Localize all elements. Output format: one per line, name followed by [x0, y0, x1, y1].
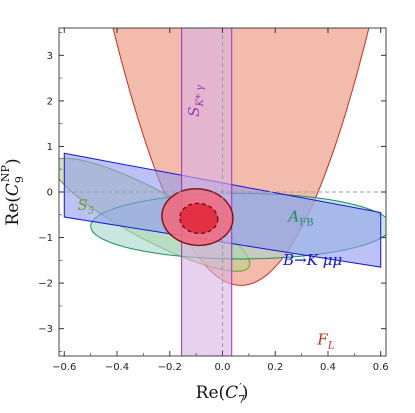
- region-label-SKstargamma-sub: K* γ: [195, 85, 206, 108]
- x-tick-label: −0.2: [158, 362, 182, 373]
- x-axis-title-prime: ′: [239, 381, 242, 394]
- y-axis-title-sup: NP: [0, 164, 12, 182]
- y-axis-title-sub: 9: [13, 176, 26, 183]
- y-tick-label: 2: [47, 96, 53, 107]
- x-axis-title-main: Re(: [196, 383, 226, 403]
- region-label-FL-sub: L: [327, 341, 335, 352]
- reference-lines: [59, 28, 386, 356]
- y-tick-label: 0: [47, 188, 53, 199]
- region-label-BKmumu-main: B→K μμ: [282, 251, 342, 269]
- combined-fit-layer: [161, 188, 234, 247]
- region-label-BKmumu: B→K μμ: [282, 251, 342, 269]
- x-tick-label: 0.0: [215, 362, 231, 373]
- y-tick-label: −1: [38, 233, 53, 244]
- region-label-S5: S5: [77, 196, 94, 217]
- x-tick-label: 0.2: [267, 362, 283, 373]
- y-axis-title-group: Re(C9NP): [0, 158, 26, 225]
- region-label-AFB: AFB: [286, 208, 313, 229]
- region-label-S5-sub: 5: [88, 206, 94, 217]
- x-tick-label: −0.4: [105, 362, 129, 373]
- x-axis-title-sub: 7: [238, 393, 245, 406]
- region-label-AFB-sub: FB: [299, 218, 313, 229]
- region-label-FL: FL: [316, 331, 334, 352]
- y-axis-title-close: ): [3, 158, 23, 165]
- y-axis-title: Re(C9NP): [0, 158, 26, 225]
- y-tick-label: 1: [47, 142, 53, 153]
- x-axis-title: Re(C7′): [196, 381, 249, 406]
- y-tick-label: 3: [47, 51, 53, 62]
- region-label-SKstargamma: SK* γ: [185, 85, 206, 117]
- combined-fit-inner: [179, 202, 219, 235]
- region-label-S5-main: S: [77, 196, 87, 214]
- ticks-layer: −0.6 −0.4 −0.2 0.0 0.2 0.4 0.6 −3 −2 −1 0 1 2 3: [38, 28, 389, 373]
- y-axis-title-main: Re(: [3, 196, 23, 226]
- region-label-AFB-main: A: [286, 208, 299, 226]
- x-tick-label: −0.6: [52, 362, 76, 373]
- y-tick-label: −3: [38, 324, 53, 335]
- region-label-FL-main: F: [316, 331, 328, 349]
- y-tick-label: −2: [38, 279, 53, 290]
- x-axis-title-close: ): [242, 383, 249, 403]
- region-label-SKstargamma-main: S: [185, 107, 203, 117]
- x-tick-label: 0.6: [373, 362, 389, 373]
- x-axis-title-symbol: C: [225, 383, 238, 403]
- x-tick-label: 0.4: [320, 362, 336, 373]
- y-axis-title-symbol: C: [3, 183, 23, 196]
